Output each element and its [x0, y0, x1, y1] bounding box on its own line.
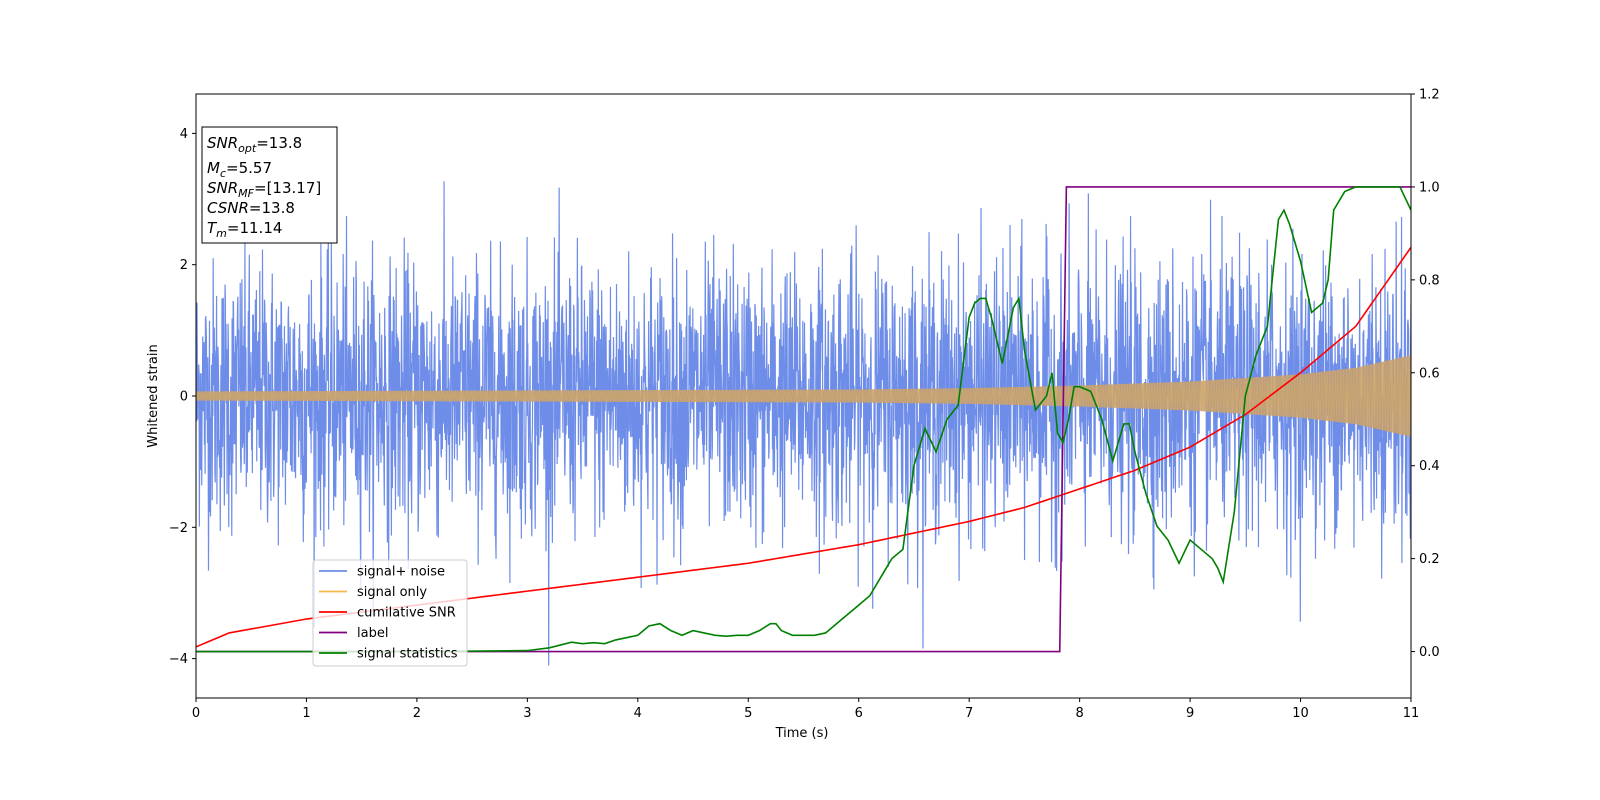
- legend-label: signal statistics: [357, 647, 458, 662]
- y-left-tick-label: −4: [169, 652, 188, 667]
- x-tick-label: 9: [1186, 706, 1194, 721]
- annotation-snr-mf: SNRMF=[13.17]: [207, 179, 321, 200]
- y-right-tick-label: 0.6: [1419, 366, 1440, 381]
- y-right-tick-label: 1.0: [1419, 180, 1440, 195]
- annotation-tm: Tm=11.14: [207, 219, 282, 240]
- signal-only-line: [196, 355, 1411, 437]
- y-right-tick-label: 1.2: [1419, 88, 1440, 103]
- series-label: [196, 186, 1411, 653]
- x-axis-label: Time (s): [775, 726, 829, 741]
- x-tick-label: 11: [1403, 706, 1420, 721]
- y-right-tick-label: 0.8: [1419, 273, 1440, 288]
- signal-plus-noise-line: [196, 181, 1411, 666]
- y-left-tick-label: 2: [180, 258, 188, 273]
- legend-label: signal+ noise: [357, 565, 445, 580]
- signal-only-band: [196, 355, 1411, 437]
- series-signal-statistics: [196, 186, 1411, 653]
- x-tick-label: 0: [192, 706, 200, 721]
- x-tick-label: 5: [744, 706, 752, 721]
- annotation-mc: Mc=5.57: [207, 159, 272, 180]
- y-right-tick-label: 0.2: [1419, 552, 1440, 567]
- x-tick-label: 2: [413, 706, 421, 721]
- y-right-tick-label: 0.4: [1419, 459, 1440, 474]
- y-left-tick-label: −2: [169, 521, 188, 536]
- legend-label: signal only: [357, 585, 427, 600]
- y-axis-right: 0.0 0.2 0.4 0.6 0.8 1.0 1.2: [1411, 88, 1440, 660]
- x-tick-label: 7: [965, 706, 973, 721]
- y-left-tick-label: 4: [180, 127, 188, 142]
- y-axis-label: Whitened strain: [146, 344, 161, 447]
- annotation-box: SNRopt=13.8 Mc=5.57 SNRMF=[13.17] CSNR=1…: [201, 126, 338, 244]
- series-signal-plus-noise: [196, 181, 1411, 666]
- x-tick-label: 1: [302, 706, 310, 721]
- x-tick-label: 4: [634, 706, 642, 721]
- legend: signal+ noise signal only cumilative SNR la…: [312, 559, 468, 667]
- series-signal-only: [196, 355, 1411, 437]
- x-tick-label: 10: [1292, 706, 1309, 721]
- y-right-tick-label: 0.0: [1419, 645, 1440, 660]
- legend-label: cumilative SNR: [357, 606, 456, 621]
- y-left-tick-label: 0: [180, 390, 188, 405]
- x-tick-label: 6: [855, 706, 863, 721]
- x-tick-label: 8: [1075, 706, 1083, 721]
- legend-label: label: [357, 626, 388, 641]
- annotation-csnr: CSNR=13.8: [207, 199, 295, 217]
- x-tick-label: 3: [523, 706, 531, 721]
- y-axis-left: −4 −2 0 2 4: [169, 127, 196, 667]
- annotation-snr-opt: SNRopt=13.8: [207, 134, 302, 155]
- x-axis: 0 1 2 3 4 5 6 7 8 9 10 11: [192, 698, 1419, 721]
